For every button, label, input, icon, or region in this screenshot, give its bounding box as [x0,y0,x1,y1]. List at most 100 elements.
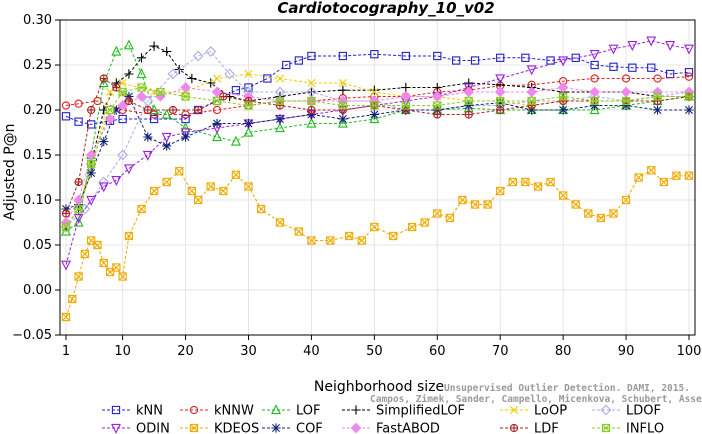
data-point-LoOP [307,79,316,87]
data-point-COF [495,98,505,108]
data-point-ODIN [627,41,638,52]
data-point-KDEOS [118,272,127,281]
data-point-KDEOS-stroke [458,196,467,204]
data-point-KDEOS-stroke [471,200,480,209]
data-point-KDEOS [275,218,285,227]
data-point-LoOP [118,79,127,87]
data-point-KDEOS-stroke [634,173,643,182]
data-point-KDEOS [80,249,90,259]
data-point-ODIN [180,128,191,139]
data-point-ODIN [463,83,474,94]
legend-label-SimplifiedLOF: SimplifiedLOF [376,404,465,419]
data-point-FastABOD [620,86,632,98]
data-point-kNN [470,56,480,65]
data-point-KDEOS [407,222,417,232]
x-tick-label: 20 [177,344,194,359]
data-point-kNN [496,53,505,62]
legend-label-LDOF: LDOF [626,404,661,419]
data-point-ODIN [73,213,84,224]
data-point-KDEOS [256,204,266,214]
data-point-KDEOS-stroke [521,178,530,186]
series-line-LOF [65,44,690,232]
x-tick-label: 1 [62,344,70,359]
data-point-LoOP [244,70,253,78]
data-point-ODIN [608,44,619,55]
data-point-kNN [282,60,291,70]
legend-item-kNN: kNN [102,404,163,419]
data-point-KDEOS [307,236,316,245]
data-point-SimplifiedLOF [162,46,172,57]
data-point-LDOF [117,149,129,161]
data-point-SimplifiedLOF [187,73,197,84]
data-point-LOF [136,68,147,79]
data-point-COF [684,105,694,115]
series-line-INFLO [65,86,689,228]
data-point-KDEOS-stroke [62,313,70,321]
data-point-KDEOS [458,195,467,205]
plot-area [60,19,695,336]
series-LDF [61,74,694,218]
data-point-KDEOS-stroke [672,171,681,180]
data-point-kNN [149,114,159,124]
data-point-KDEOS [370,222,379,232]
data-point-SimplifiedLOF [432,82,442,93]
data-point-kNNW [181,110,190,119]
watermark-line-2: Campos, Zimek, Sander, Campello, Micenko… [370,394,702,405]
data-point-KDEOS-stroke [307,236,316,245]
data-point-KDEOS-stroke [326,236,335,245]
data-point-KDEOS [187,186,197,196]
data-point-KDEOS [496,186,505,196]
data-point-COF [306,109,317,120]
series-line-KDEOS [65,169,689,318]
data-point-KDEOS-stroke [137,205,146,213]
data-point-KDEOS-stroke [571,200,580,209]
series-INFLO [61,83,694,232]
data-point-SimplifiedLOF [136,53,147,63]
x-tick-label: 10 [114,344,131,359]
legend-marker-COF [271,423,281,433]
data-point-KDEOS [445,213,455,223]
series-line-LDOF [65,50,690,228]
data-point-KDEOS-stroke [124,232,133,240]
data-point-SimplifiedLOF [124,69,134,79]
legend-item-LDF: LDF [500,422,559,434]
data-point-LDOF [167,68,179,80]
data-point-SimplifiedLOF [338,85,348,95]
legend-marker-ODIN [111,423,121,434]
data-point-kNN [433,51,442,61]
data-point-LoOP [106,88,115,96]
data-point-COF [111,105,121,115]
data-point-COF [275,114,285,124]
data-point-ODIN [98,182,109,193]
data-point-KDEOS-stroke [206,182,215,191]
data-point-COF [61,204,71,214]
data-point-KDEOS [389,231,398,241]
data-point-COF [212,118,222,129]
data-point-KDEOS [420,218,429,227]
data-point-KDEOS [659,177,668,187]
data-point-kNNW [212,105,222,115]
legend-item-SimplifiedLOF: SimplifiedLOF [342,404,465,419]
data-point-KDEOS-stroke [483,200,492,209]
y-tick-label: 0.05 [23,238,52,253]
data-point-LOF [212,131,223,142]
data-point-ODIN [142,150,153,161]
data-point-KDEOS-stroke [370,223,379,231]
legend-label-kNN: kNN [136,404,163,419]
data-point-KDEOS [175,167,184,176]
data-point-ODIN [61,260,71,271]
legend-label-LoOP: LoOP [534,404,567,419]
data-point-KDEOS-stroke [93,241,102,249]
data-point-KDEOS [433,209,442,218]
data-point-COF [527,105,537,115]
data-point-SimplifiedLOF [149,41,159,51]
legend-marker-KDEOS-stroke [190,424,198,432]
data-point-KDEOS-stroke [357,236,366,245]
x-tick-label: 40 [303,344,320,359]
data-point-KDEOS-stroke [257,205,266,213]
data-point-KDEOS-stroke [433,209,442,218]
data-point-KDEOS-stroke [275,218,284,227]
data-point-kNN [628,63,637,72]
y-tick-label: −0.05 [12,328,52,343]
data-point-kNN [590,60,599,70]
